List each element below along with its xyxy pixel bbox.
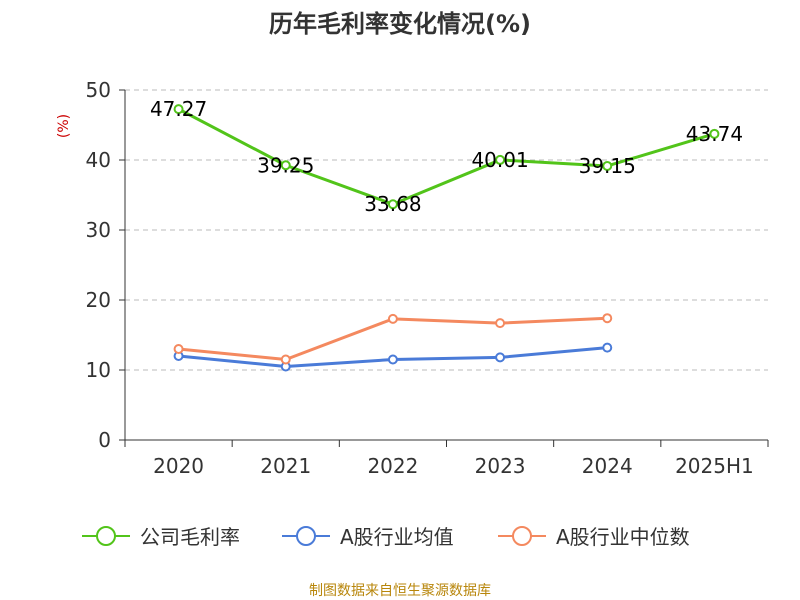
legend: 公司毛利率 A股行业均值 A股行业中位数 [82, 525, 690, 549]
x-tick-label-2022: 2022 [367, 454, 418, 478]
series-1 [173, 342, 613, 372]
data-point-0-1 [280, 160, 291, 171]
legend-label-0: 公司毛利率 [140, 525, 240, 549]
data-point-0-3 [495, 154, 506, 165]
data-point-0-4 [602, 160, 613, 171]
y-tick-label-0: 0 [98, 428, 111, 452]
legend-marker-2 [512, 526, 532, 546]
data-label-0-0: 47.27 [150, 97, 207, 121]
legend-item-1: A股行业均值 [282, 525, 454, 549]
legend-item-0: 公司毛利率 [82, 525, 240, 549]
y-tick-label-50: 50 [86, 78, 111, 102]
x-tick-label-2021: 2021 [260, 454, 311, 478]
legend-label-2: A股行业中位数 [556, 525, 690, 549]
axes: 0 10 20 30 40 50 2020 2021 2022 2023 2024 2025H1 [86, 78, 769, 478]
data-point-0-5 [709, 128, 720, 139]
data-label-0-5: 43.74 [686, 122, 743, 146]
x-tick-label-2023: 2023 [475, 454, 526, 478]
series-2 [173, 313, 613, 365]
legend-marker-1 [296, 526, 316, 546]
series-layer: 47.27 39.25 33.68 40.01 39.15 43.74 [150, 97, 743, 372]
grid-lines [125, 89, 768, 371]
y-tick-label-20: 20 [86, 288, 111, 312]
data-point-2-1 [280, 354, 291, 365]
y-tick-label-10: 10 [86, 358, 111, 382]
legend-item-2: A股行业中位数 [498, 525, 690, 549]
data-point-0-2 [387, 199, 398, 210]
series-0: 47.27 39.25 33.68 40.01 39.15 43.74 [150, 97, 743, 216]
data-point-2-4 [602, 313, 613, 324]
data-point-2-0 [173, 344, 184, 354]
y-axis-unit: (%) [56, 114, 72, 138]
data-point-2-3 [495, 318, 506, 329]
legend-marker-0 [96, 526, 116, 546]
series-line-0 [177, 107, 715, 206]
data-point-2-2 [387, 313, 398, 324]
data-point-1-4 [602, 342, 613, 353]
data-label-0-3: 40.01 [471, 148, 528, 172]
x-tick-label-2025H1: 2025H1 [675, 454, 754, 478]
data-label-0-4: 39.15 [579, 154, 636, 178]
y-tick-label-40: 40 [86, 148, 111, 172]
data-label-0-1: 39.25 [257, 153, 314, 177]
y-tick-label-30: 30 [86, 218, 111, 242]
chart-title: 历年毛利率变化情况(%) [269, 10, 531, 38]
data-point-1-2 [387, 354, 398, 365]
legend-label-1: A股行业均值 [340, 525, 454, 549]
data-point-0-0 [173, 104, 184, 115]
x-tick-label-2024: 2024 [582, 454, 633, 478]
data-source-note: 制图数据来自恒生聚源数据库 [309, 583, 491, 599]
data-label-0-2: 33.68 [364, 192, 421, 216]
x-tick-label-2020: 2020 [153, 454, 204, 478]
data-point-1-3 [495, 352, 506, 363]
